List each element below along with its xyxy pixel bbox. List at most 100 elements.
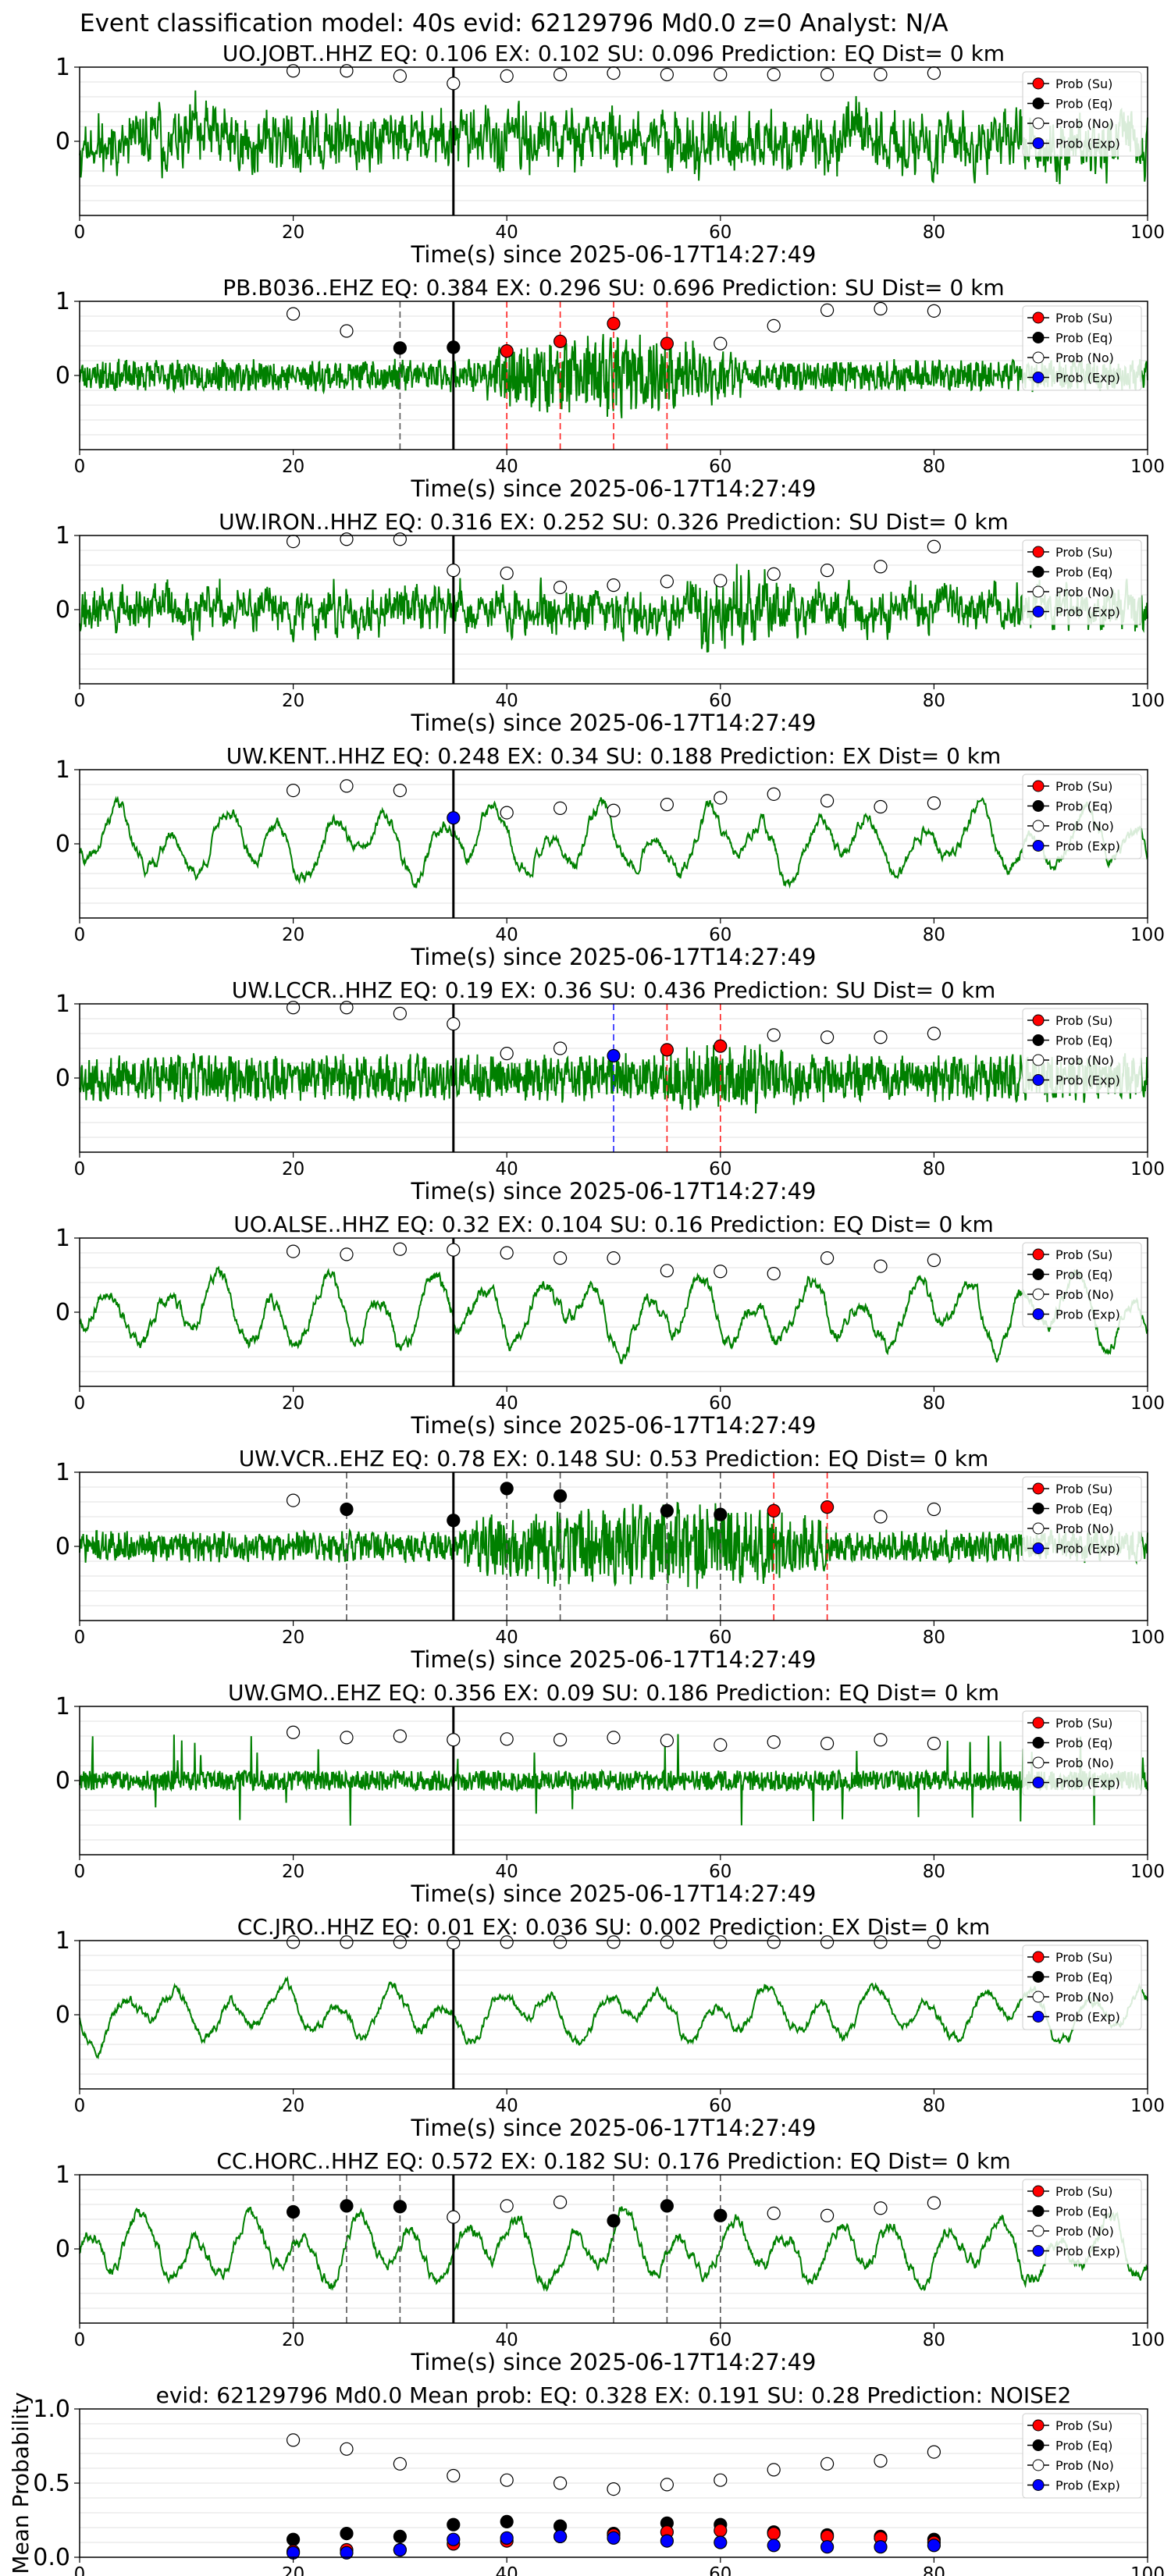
mean-prob-point-no bbox=[767, 2463, 781, 2477]
prob-point-no bbox=[820, 1935, 835, 1949]
legend-label-exp: Prob (Exp) bbox=[1055, 2010, 1120, 2025]
x-tick-label: 40 bbox=[496, 1393, 518, 1414]
prob-point-no bbox=[393, 1242, 408, 1256]
x-tick-label: 20 bbox=[282, 1862, 304, 1882]
prob-point-no bbox=[553, 1041, 568, 1055]
prob-point-no bbox=[874, 1259, 888, 1273]
prob-point-no bbox=[660, 798, 674, 812]
legend-label-eq: Prob (Eq) bbox=[1055, 1970, 1112, 1985]
mean-prob-point-exp bbox=[553, 2529, 568, 2543]
prob-point-no bbox=[714, 1738, 728, 1752]
x-tick-label: 100 bbox=[1130, 222, 1165, 243]
legend-frame bbox=[1022, 1476, 1142, 1562]
prob-point-no bbox=[500, 1246, 514, 1260]
legend-marker-exp bbox=[1032, 2011, 1045, 2023]
panel-title: PB.B036..EHZ EQ: 0.384 EX: 0.296 SU: 0.6… bbox=[222, 275, 1004, 301]
prob-point-no bbox=[874, 1510, 888, 1524]
legend-marker-eq bbox=[1032, 2205, 1045, 2217]
x-tick-label: 60 bbox=[709, 925, 731, 945]
legend-label-no: Prob (No) bbox=[1055, 2458, 1114, 2473]
prob-point-no bbox=[500, 1935, 514, 1949]
prob-point-no bbox=[927, 1736, 941, 1751]
prob-point-no bbox=[553, 801, 568, 816]
panel-title: UW.KENT..HHZ EQ: 0.248 EX: 0.34 SU: 0.18… bbox=[226, 743, 1002, 769]
prob-point-no bbox=[767, 318, 781, 333]
x-tick-label: 40 bbox=[496, 2096, 518, 2116]
x-tick-label: 80 bbox=[923, 691, 945, 711]
prob-point-eq bbox=[660, 1503, 674, 1518]
prob-point-no bbox=[874, 1733, 888, 1747]
waveform-trace bbox=[79, 564, 1148, 653]
x-tick-label: 80 bbox=[923, 1862, 945, 1882]
legend: Prob (Su) Prob (Eq) Prob (No) Prob (Exp) bbox=[1022, 1710, 1142, 1796]
prob-point-no bbox=[340, 1247, 354, 1261]
prob-point-eq bbox=[714, 2208, 728, 2222]
panel-title: UW.IRON..HHZ EQ: 0.316 EX: 0.252 SU: 0.3… bbox=[219, 509, 1009, 535]
legend-label-no: Prob (No) bbox=[1055, 1521, 1114, 1536]
x-tick-label: 20 bbox=[282, 925, 304, 945]
legend-frame bbox=[1022, 305, 1142, 391]
prob-point-no bbox=[393, 1006, 408, 1020]
prob-point-no bbox=[500, 1732, 514, 1746]
legend-marker-su bbox=[1032, 546, 1045, 558]
y-tick-label: 1 bbox=[55, 756, 70, 784]
legend-label-no: Prob (No) bbox=[1055, 1053, 1114, 1068]
y-tick-label: 1 bbox=[55, 288, 70, 315]
panels: UO.JOBT..HHZ EQ: 0.106 EX: 0.102 SU: 0.0… bbox=[8, 41, 1165, 2576]
legend: Prob (Su) Prob (Eq) Prob (No) Prob (Exp) bbox=[1022, 2413, 1142, 2499]
x-tick-label: 80 bbox=[923, 925, 945, 945]
x-tick-label: 0 bbox=[74, 2096, 86, 2116]
x-tick-label: 0 bbox=[74, 1159, 86, 1179]
mean-prob-point-exp bbox=[927, 2539, 941, 2553]
legend-label-exp: Prob (Exp) bbox=[1055, 137, 1120, 151]
waveform-trace bbox=[79, 1501, 1148, 1589]
mean-prob-point-eq bbox=[500, 2514, 514, 2528]
prob-point-eq bbox=[607, 2214, 621, 2228]
legend-marker-eq bbox=[1032, 1503, 1045, 1514]
prob-point-no bbox=[287, 1935, 301, 1949]
y-tick-label: 0 bbox=[55, 128, 70, 155]
prob-point-no bbox=[927, 304, 941, 318]
prob-point-no bbox=[927, 539, 941, 553]
legend-label-exp: Prob (Exp) bbox=[1055, 371, 1120, 386]
prob-point-no bbox=[607, 803, 621, 817]
prob-point-no bbox=[393, 69, 408, 84]
x-tick-label: 20 bbox=[282, 457, 304, 477]
y-tick-label: 1 bbox=[55, 1693, 70, 1720]
legend-marker-eq bbox=[1032, 1737, 1045, 1749]
prob-point-no bbox=[927, 1026, 941, 1041]
prob-point-su bbox=[500, 344, 514, 358]
legend-label-no: Prob (No) bbox=[1055, 1990, 1114, 2005]
panel-6: UO.ALSE..HHZ EQ: 0.32 EX: 0.104 SU: 0.16… bbox=[55, 1212, 1165, 1439]
legend-label-eq: Prob (Eq) bbox=[1055, 1034, 1112, 1048]
legend-marker-no bbox=[1032, 1522, 1045, 1535]
panel-1: UO.JOBT..HHZ EQ: 0.106 EX: 0.102 SU: 0.0… bbox=[55, 41, 1165, 268]
legend-marker-su bbox=[1032, 1717, 1045, 1729]
legend-label-eq: Prob (Eq) bbox=[1055, 1268, 1112, 1283]
prob-point-no bbox=[340, 1731, 354, 1745]
prob-point-eq bbox=[660, 2199, 674, 2213]
legend-label-eq: Prob (Eq) bbox=[1055, 97, 1112, 112]
x-tick-label: 40 bbox=[496, 457, 518, 477]
x-tick-label: 40 bbox=[496, 1159, 518, 1179]
mean-prob-point-no bbox=[820, 2457, 835, 2471]
prob-point-no bbox=[874, 2201, 888, 2215]
prob-point-no bbox=[287, 307, 301, 321]
mean-prob-point-exp bbox=[340, 2546, 354, 2560]
prob-point-eq bbox=[500, 1482, 514, 1496]
prob-point-no bbox=[287, 1725, 301, 1739]
legend-frame bbox=[1022, 1008, 1142, 1094]
prob-point-no bbox=[607, 1935, 621, 1949]
x-tick-label: 80 bbox=[923, 1628, 945, 1648]
prob-point-eq bbox=[447, 1514, 461, 1528]
prob-point-no bbox=[660, 1935, 674, 1949]
prob-point-no bbox=[927, 1253, 941, 1268]
legend-marker-no bbox=[1032, 585, 1045, 598]
mean-prob-point-no bbox=[927, 2445, 941, 2459]
legend-marker-eq bbox=[1032, 1034, 1045, 1046]
legend-frame bbox=[1022, 1242, 1142, 1328]
legend-marker-no bbox=[1032, 1288, 1045, 1300]
x-tick-label: 80 bbox=[923, 2096, 945, 2116]
legend-marker-eq bbox=[1032, 1268, 1045, 1280]
y-tick-label: 0 bbox=[55, 1065, 70, 1092]
